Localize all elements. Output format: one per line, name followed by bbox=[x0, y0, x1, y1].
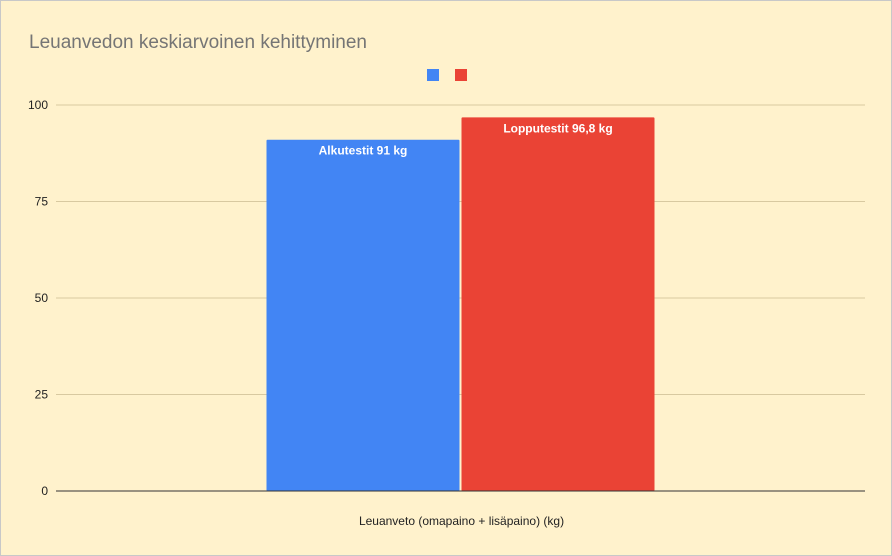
legend-swatch[interactable] bbox=[455, 69, 467, 81]
y-tick-label: 0 bbox=[41, 484, 48, 498]
y-tick-label: 75 bbox=[35, 195, 49, 209]
x-category-label: Leuanveto (omapaino + lisäpaino) (kg) bbox=[359, 514, 564, 528]
y-tick-label: 50 bbox=[35, 291, 49, 305]
bar[interactable] bbox=[461, 117, 655, 492]
y-tick-label: 100 bbox=[28, 98, 48, 112]
bar[interactable] bbox=[266, 139, 460, 492]
legend bbox=[427, 69, 467, 81]
y-tick-label: 25 bbox=[35, 388, 49, 402]
legend-swatch[interactable] bbox=[427, 69, 439, 81]
bar-data-label: Lopputestit 96,8 kg bbox=[503, 121, 612, 135]
bar-data-label: Alkutestit 91 kg bbox=[319, 144, 408, 158]
chart-title: Leuanvedon keskiarvoinen kehittyminen bbox=[29, 32, 367, 53]
gridlines bbox=[56, 104, 865, 395]
y-axis-ticks: 0 25 50 75 100 bbox=[28, 98, 48, 498]
bars: Alkutestit 91 kg Lopputestit 96,8 kg bbox=[266, 117, 655, 492]
